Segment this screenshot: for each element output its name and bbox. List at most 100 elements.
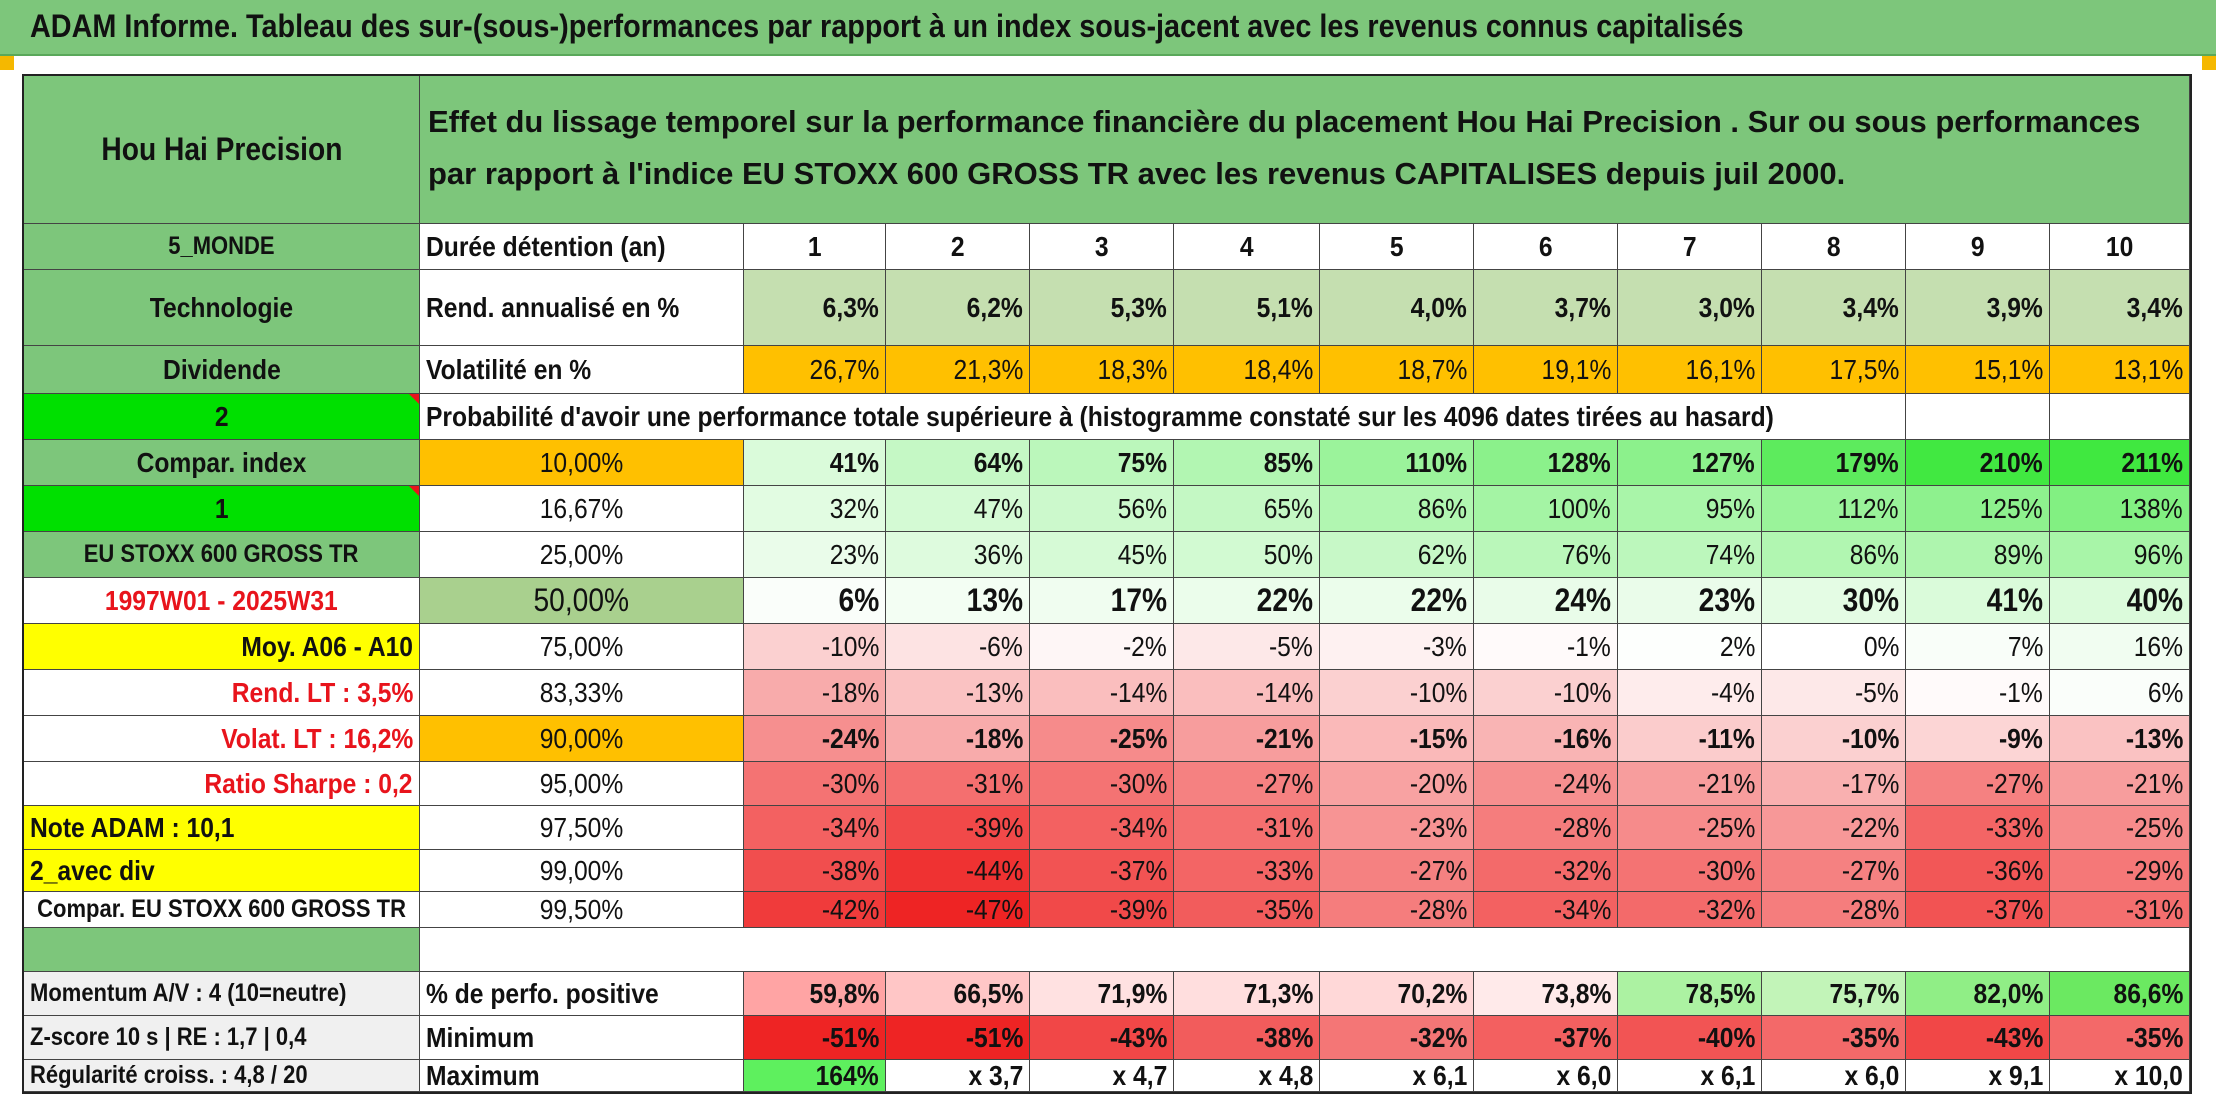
minimum-value: -35% — [2050, 1016, 2190, 1060]
prob-value: -14% — [1030, 670, 1174, 716]
prob-value: -34% — [1474, 892, 1618, 928]
prob-value: 112% — [1762, 486, 1906, 532]
prob-value: 95% — [1618, 486, 1762, 532]
avec-div-label: 2_avec div — [24, 850, 420, 892]
prob-value: -17% — [1762, 762, 1906, 806]
minimum-value: -51% — [886, 1016, 1030, 1060]
prob-value: -10% — [1320, 670, 1474, 716]
prob-value: -27% — [1174, 762, 1320, 806]
prob-value: -31% — [2050, 892, 2190, 928]
year-header: 7 — [1618, 224, 1762, 270]
prob-value: 17% — [1030, 578, 1174, 624]
rend-label: Rend. annualisé en % — [420, 270, 744, 346]
prob-value: 65% — [1174, 486, 1320, 532]
maximum-value: x 4,8 — [1174, 1060, 1320, 1092]
prob-value: -2% — [1030, 624, 1174, 670]
prob-value: -37% — [1030, 850, 1174, 892]
prob-value: 16% — [2050, 624, 2190, 670]
prob-value: 96% — [2050, 532, 2190, 578]
minimum-value: -32% — [1320, 1016, 1474, 1060]
prob-value: -27% — [1762, 850, 1906, 892]
rend-value: 3,9% — [1906, 270, 2050, 346]
prob-value: 86% — [1762, 532, 1906, 578]
positive-value: 78,5% — [1618, 972, 1762, 1016]
prob-value: -10% — [1762, 716, 1906, 762]
positive-label: % de perfo. positive — [420, 972, 744, 1016]
minimum-value: -38% — [1174, 1016, 1320, 1060]
rend-value: 5,3% — [1030, 270, 1174, 346]
prob-value: 22% — [1174, 578, 1320, 624]
prob-value: 125% — [1906, 486, 2050, 532]
prob-value: -25% — [1030, 716, 1174, 762]
region-label: 5_MONDE — [24, 224, 420, 270]
maximum-value: x 9,1 — [1906, 1060, 2050, 1092]
prob-value: -28% — [1762, 892, 1906, 928]
year-header: 5 — [1320, 224, 1474, 270]
prob-value: -24% — [1474, 762, 1618, 806]
prob-value: -39% — [886, 806, 1030, 850]
maximum-value: x 6,0 — [1762, 1060, 1906, 1092]
prob-value: -44% — [886, 850, 1030, 892]
prob-value: -20% — [1320, 762, 1474, 806]
rend-value: 3,7% — [1474, 270, 1618, 346]
prob-value: -10% — [1474, 670, 1618, 716]
volat-value: 21,3% — [886, 346, 1030, 394]
year-header: 1 — [744, 224, 886, 270]
maximum-value: x 3,7 — [886, 1060, 1030, 1092]
prob-value: 179% — [1762, 440, 1906, 486]
prob-value: 32% — [744, 486, 886, 532]
prob-value: 86% — [1320, 486, 1474, 532]
rend-value: 6,3% — [744, 270, 886, 346]
prob-value: 23% — [1618, 578, 1762, 624]
prob-value: -28% — [1320, 892, 1474, 928]
proba-label: Probabilité d'avoir une performance tota… — [420, 394, 1906, 440]
volat-value: 19,1% — [1474, 346, 1618, 394]
prob-value: -28% — [1474, 806, 1618, 850]
note-adam-label: Note ADAM : 10,1 — [24, 806, 420, 850]
minimum-value: -43% — [1030, 1016, 1174, 1060]
prob-value: 30% — [1762, 578, 1906, 624]
volat-value: 13,1% — [2050, 346, 2190, 394]
prob-value: 74% — [1618, 532, 1762, 578]
rend-value: 3,0% — [1618, 270, 1762, 346]
rend-lt-label: Rend. LT : 3,5% — [24, 670, 420, 716]
prob-value: 76% — [1474, 532, 1618, 578]
prob-value: -29% — [2050, 850, 2190, 892]
report-title: ADAM Informe. Tableau des sur-(sous-)per… — [30, 8, 1744, 44]
dividend-label: Dividende — [24, 346, 420, 394]
regularite-label: Régularité croiss. : 4,8 / 20 — [24, 1060, 420, 1092]
volat-value: 15,1% — [1906, 346, 2050, 394]
prob-value: 40% — [2050, 578, 2190, 624]
year-header: 10 — [2050, 224, 2190, 270]
empty-cell — [1906, 394, 2050, 440]
prob-value: -39% — [1030, 892, 1174, 928]
prob-value: 110% — [1320, 440, 1474, 486]
spacer-row — [420, 928, 2190, 972]
prob-value: 41% — [744, 440, 886, 486]
positive-value: 71,3% — [1174, 972, 1320, 1016]
percentile-label: 16,67% — [420, 486, 744, 532]
prob-value: -11% — [1618, 716, 1762, 762]
prob-value: -34% — [1030, 806, 1174, 850]
prob-value: -36% — [1906, 850, 2050, 892]
prob-value: 6% — [744, 578, 886, 624]
prob-value: -16% — [1474, 716, 1618, 762]
volat-value: 18,3% — [1030, 346, 1174, 394]
year-header: 3 — [1030, 224, 1174, 270]
prob-value: -37% — [1906, 892, 2050, 928]
prob-value: -35% — [1174, 892, 1320, 928]
rend-value: 6,2% — [886, 270, 1030, 346]
year-header: 2 — [886, 224, 1030, 270]
prob-value: 64% — [886, 440, 1030, 486]
prob-value: -42% — [744, 892, 886, 928]
rend-value: 4,0% — [1320, 270, 1474, 346]
prob-value: -31% — [1174, 806, 1320, 850]
corner-marker — [2202, 56, 2216, 70]
maximum-value: x 10,0 — [2050, 1060, 2190, 1092]
minimum-value: -35% — [1762, 1016, 1906, 1060]
rend-value: 5,1% — [1174, 270, 1320, 346]
prob-value: -22% — [1762, 806, 1906, 850]
prob-value: -4% — [1618, 670, 1762, 716]
spacer-green — [24, 928, 420, 972]
prob-value: 36% — [886, 532, 1030, 578]
